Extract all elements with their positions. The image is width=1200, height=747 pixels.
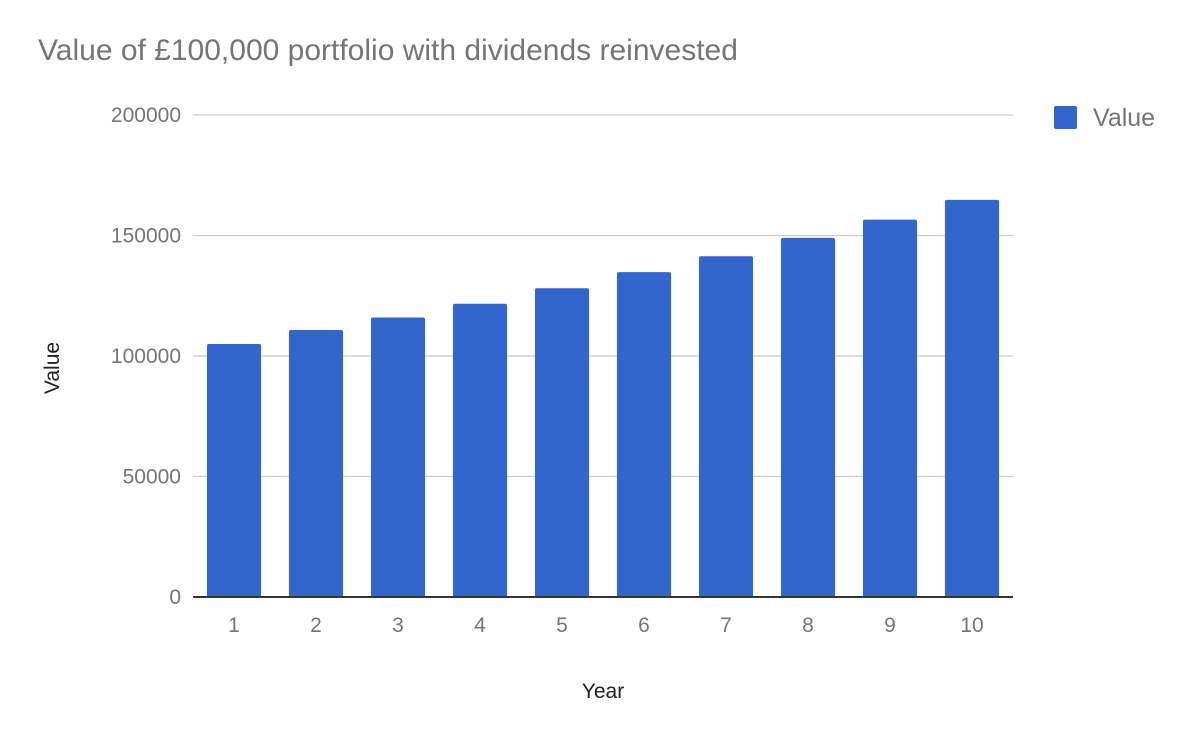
bar-year-5 — [534, 288, 590, 597]
legend: Value — [1054, 104, 1155, 132]
chart-title: Value of £100,000 portfolio with dividen… — [38, 34, 738, 67]
legend-swatch — [1054, 106, 1077, 129]
x-tick-label: 4 — [474, 614, 486, 637]
y-tick-label: 100000 — [111, 345, 181, 368]
x-tick-label: 1 — [228, 614, 240, 637]
x-axis-title: Year — [582, 680, 624, 703]
bars — [206, 199, 1000, 597]
bar-year-4 — [452, 303, 508, 597]
bar-year-8 — [780, 237, 836, 597]
y-tick-label: 0 — [169, 586, 181, 609]
x-tick-label: 3 — [392, 614, 404, 637]
x-tick-label: 5 — [556, 614, 568, 637]
x-tick-label: 9 — [884, 614, 896, 637]
bar-year-10 — [944, 199, 1000, 597]
bar-year-6 — [616, 272, 672, 597]
x-tick-label: 7 — [720, 614, 732, 637]
x-tick-label: 6 — [638, 614, 650, 637]
bar-year-1 — [206, 343, 262, 597]
x-tick-label: 2 — [310, 614, 322, 637]
axes: 0 50000 100000 150000 200000 1 2 3 4 5 6 7 8 9 10 Year V… — [41, 104, 1013, 703]
x-tick-label: 10 — [960, 614, 983, 637]
legend-label: Value — [1093, 104, 1155, 132]
y-axis-title: Value — [41, 342, 64, 394]
y-tick-label: 150000 — [111, 225, 181, 248]
y-tick-label: 50000 — [123, 466, 181, 489]
bar-year-7 — [698, 256, 754, 597]
bar-year-9 — [862, 219, 918, 597]
x-tick-label: 8 — [802, 614, 814, 637]
bar-year-3 — [370, 317, 426, 597]
y-tick-label: 200000 — [111, 104, 181, 127]
bar-year-2 — [288, 329, 344, 597]
